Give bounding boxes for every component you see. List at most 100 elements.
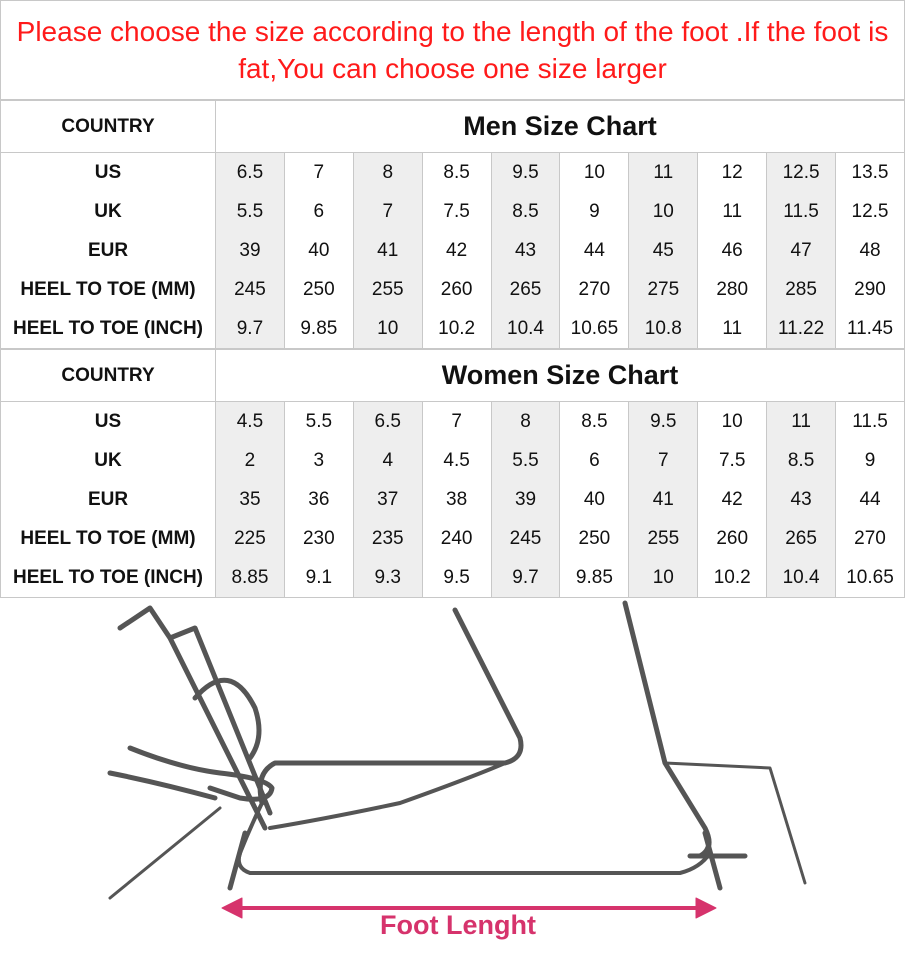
size-cell: 9.85 (283, 309, 354, 349)
size-cell: 12.5 (835, 192, 905, 231)
pencil-icon (117, 605, 273, 831)
size-cell: 10.8 (628, 309, 699, 349)
size-cell: 10 (628, 558, 699, 598)
size-cell: 9 (559, 192, 630, 231)
row-label: HEEL TO TOE (MM) (0, 270, 216, 309)
arrow-right-icon (695, 897, 717, 919)
size-cell: 240 (421, 519, 492, 558)
men-size-table: COUNTRY Men Size Chart US 6.5 7 8 8.5 9.5 10 11 12… (0, 100, 905, 349)
size-cell: 11.5 (766, 192, 837, 231)
size-cell: 9.1 (283, 558, 354, 598)
size-cell: 9.7 (490, 558, 561, 598)
hand-drawing (107, 677, 275, 802)
size-cell: 225 (215, 519, 285, 558)
size-cell: 40 (559, 480, 630, 519)
size-cell: 48 (835, 231, 905, 270)
row-label: EUR (0, 231, 216, 270)
size-cell: 270 (835, 519, 905, 558)
size-cell: 255 (628, 519, 699, 558)
size-cell: 250 (283, 270, 354, 309)
row-label: HEEL TO TOE (INCH) (0, 309, 216, 349)
size-cell: 13.5 (835, 152, 905, 192)
size-cell: 10.4 (766, 558, 837, 598)
size-cell: 12 (697, 152, 768, 192)
size-cell: 8.5 (766, 441, 837, 480)
size-cell: 36 (283, 480, 354, 519)
size-cell: 250 (559, 519, 630, 558)
size-cell: 2 (215, 441, 285, 480)
table-row: UK 5.5 6 7 7.5 8.5 9 10 11 11.5 12.5 (0, 192, 905, 231)
size-cell: 7 (628, 441, 699, 480)
size-cell: 35 (215, 480, 285, 519)
table-row: US 4.5 5.5 6.5 7 8 8.5 9.5 10 11 11.5 (0, 401, 905, 441)
foot-measure-drawing (107, 600, 807, 919)
size-cell: 6 (559, 441, 630, 480)
foot-measurement-illustration: Foot Lenght (0, 598, 905, 956)
row-label: HEEL TO TOE (MM) (0, 519, 216, 558)
size-cell: 245 (490, 519, 561, 558)
size-cell: 8.5 (559, 401, 630, 441)
size-cell: 4 (352, 441, 423, 480)
table-row: EUR 39 40 41 42 43 44 45 46 47 48 (0, 231, 905, 270)
women-size-table: COUNTRY Women Size Chart US 4.5 5.5 6.5 7 8 8.5 9… (0, 349, 905, 598)
women-header-row: COUNTRY Women Size Chart (0, 349, 905, 402)
size-cell: 43 (766, 480, 837, 519)
size-cell: 11.5 (835, 401, 905, 441)
table-row: HEEL TO TOE (MM) 225 230 235 240 245 250 255 260… (0, 519, 905, 558)
size-cell: 37 (352, 480, 423, 519)
row-label: HEEL TO TOE (INCH) (0, 558, 216, 598)
table-row: UK 2 3 4 4.5 5.5 6 7 7.5 8.5 9 (0, 441, 905, 480)
size-cell: 10.2 (697, 558, 768, 598)
row-label: EUR (0, 480, 216, 519)
size-cell: 8.5 (490, 192, 561, 231)
men-chart-title: Men Size Chart (215, 100, 905, 153)
size-cell: 7.5 (421, 192, 492, 231)
size-cell: 6.5 (215, 152, 285, 192)
size-cell: 44 (559, 231, 630, 270)
size-cell: 8 (490, 401, 561, 441)
size-cell: 8.5 (421, 152, 492, 192)
size-cell: 9.5 (490, 152, 561, 192)
size-cell: 40 (283, 231, 354, 270)
size-cell: 230 (283, 519, 354, 558)
size-cell: 39 (490, 480, 561, 519)
size-cell: 275 (628, 270, 699, 309)
size-cell: 6 (283, 192, 354, 231)
size-cell: 5.5 (215, 192, 285, 231)
size-cell: 8 (352, 152, 423, 192)
size-notice: Please choose the size according to the … (0, 0, 905, 100)
table-row: HEEL TO TOE (INCH) 8.85 9.1 9.3 9.5 9.7 9.85 10… (0, 558, 905, 598)
size-cell: 11 (697, 192, 768, 231)
size-cell: 7.5 (697, 441, 768, 480)
row-label: UK (0, 441, 216, 480)
row-label: UK (0, 192, 216, 231)
size-cell: 11.22 (766, 309, 837, 349)
size-cell: 5.5 (490, 441, 561, 480)
table-row: US 6.5 7 8 8.5 9.5 10 11 12 12.5 13.5 (0, 152, 905, 192)
table-row: HEEL TO TOE (INCH) 9.7 9.85 10 10.2 10.4 10.65… (0, 309, 905, 349)
table-row: HEEL TO TOE (MM) 245 250 255 260 265 270 275 280… (0, 270, 905, 309)
size-cell: 11.45 (835, 309, 905, 349)
size-cell: 8.85 (215, 558, 285, 598)
size-cell: 9.85 (559, 558, 630, 598)
size-cell: 6.5 (352, 401, 423, 441)
size-cell: 270 (559, 270, 630, 309)
country-header: COUNTRY (0, 349, 216, 402)
size-cell: 255 (352, 270, 423, 309)
size-cell: 7 (283, 152, 354, 192)
size-cell: 10.65 (559, 309, 630, 349)
size-cell: 10 (352, 309, 423, 349)
toe-mark (687, 830, 748, 891)
size-cell: 245 (215, 270, 285, 309)
size-cell: 10.4 (490, 309, 561, 349)
size-cell: 10 (697, 401, 768, 441)
size-cell: 43 (490, 231, 561, 270)
size-cell: 11 (697, 309, 768, 349)
size-cell: 265 (490, 270, 561, 309)
size-cell: 7 (352, 192, 423, 231)
size-cell: 41 (628, 480, 699, 519)
size-cell: 47 (766, 231, 837, 270)
size-cell: 280 (697, 270, 768, 309)
size-cell: 9.5 (628, 401, 699, 441)
size-cell: 9.7 (215, 309, 285, 349)
